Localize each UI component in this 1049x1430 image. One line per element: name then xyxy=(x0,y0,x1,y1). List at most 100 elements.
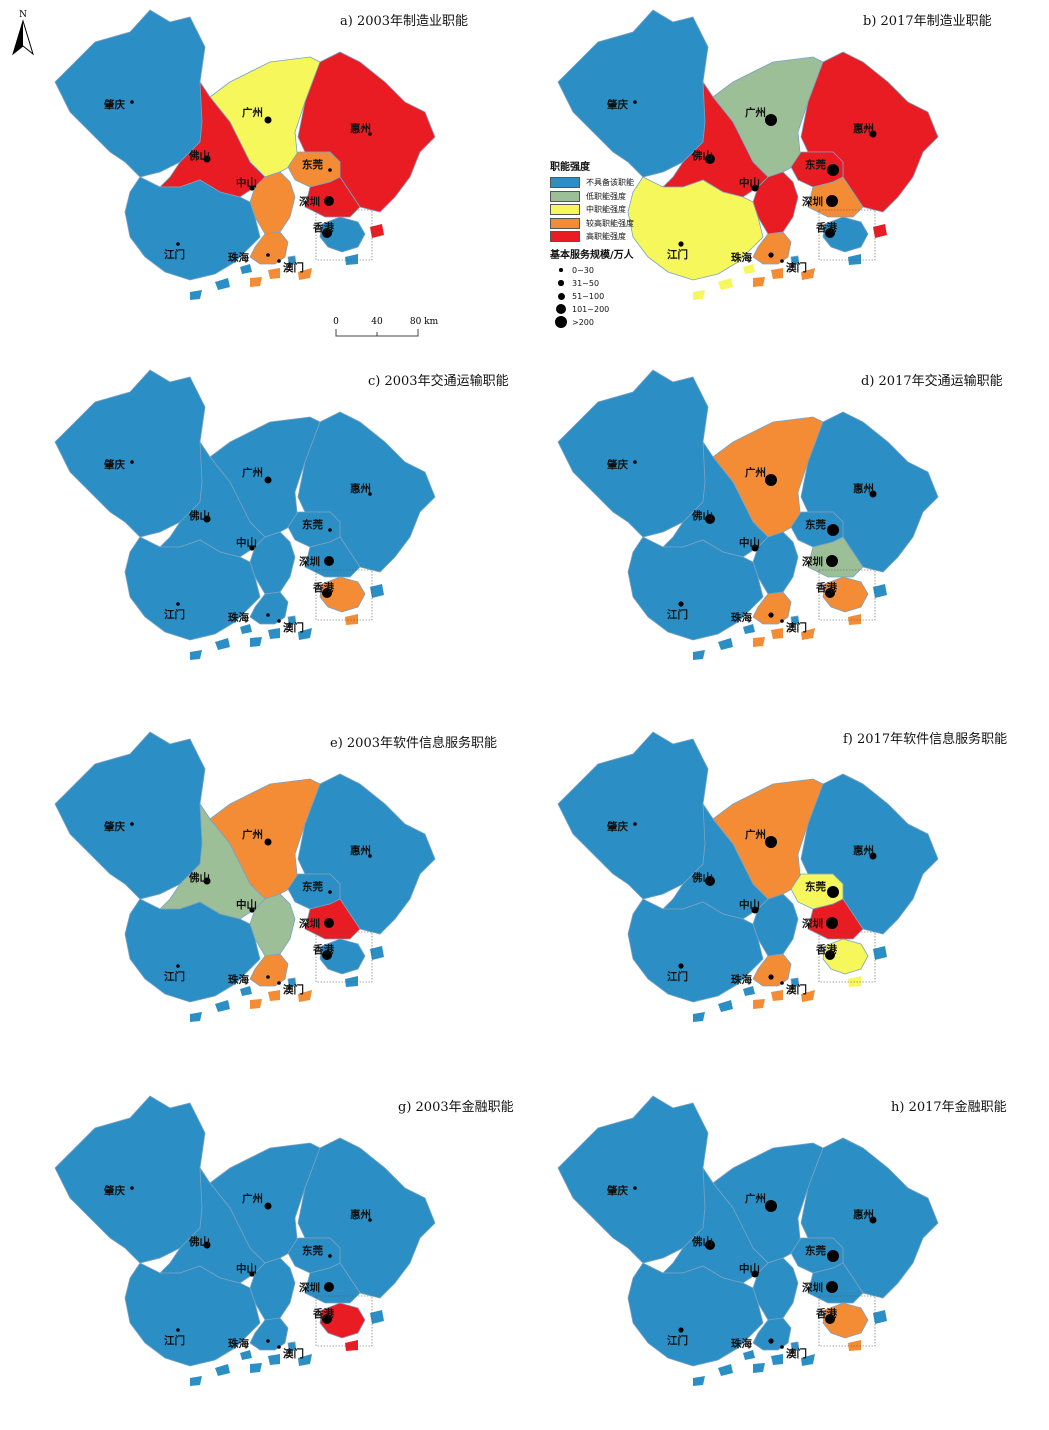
island-zhuhai xyxy=(298,628,312,640)
city-dot-hongkong xyxy=(825,228,835,238)
city-dot-shenzhen xyxy=(324,1282,334,1292)
island-jiangmen xyxy=(718,1000,733,1012)
map-panel-a: a) 2003年制造业职能 肇庆 广州 惠州 佛山 东莞 深圳 中山 江门 珠海 澳门 香港 xyxy=(40,2,490,332)
city-dot-shenzhen xyxy=(826,917,838,929)
city-label-zhuhai: 珠海 xyxy=(228,1337,249,1350)
city-dot-jiangmen xyxy=(678,241,684,247)
city-dot-dongguan xyxy=(827,1250,839,1262)
island-zhuhai xyxy=(250,277,262,287)
legend-class-0: 不具备该职能 xyxy=(550,176,690,190)
city-dot-macau xyxy=(780,981,784,985)
city-dot-jiangmen xyxy=(176,602,180,606)
city-dot-zhaoqing xyxy=(633,1186,637,1190)
legend-size-2: 51~100 xyxy=(550,290,690,303)
panel-title: g) 2003年金融职能 xyxy=(398,1100,514,1115)
city-label-zhuhai: 珠海 xyxy=(228,973,249,986)
city-dot-huizhou xyxy=(869,490,877,498)
city-label-shenzhen: 深圳 xyxy=(802,195,823,208)
region-shenzhen xyxy=(304,536,361,578)
hk-boundary xyxy=(315,931,373,983)
region-shenzhen xyxy=(304,898,361,940)
region-hongkong xyxy=(319,576,366,613)
region-zhuhai xyxy=(249,231,289,265)
city-dot-shenzhen xyxy=(324,196,334,206)
city-label-huizhou: 惠州 xyxy=(350,844,371,857)
legend-dot xyxy=(558,280,564,286)
region-jiangmen xyxy=(124,898,261,1003)
city-label-jiangmen: 江门 xyxy=(164,248,185,261)
island-zhuhai xyxy=(771,268,783,279)
panel-title: e) 2003年软件信息服务职能 xyxy=(330,736,497,751)
island-hongkong xyxy=(345,254,358,265)
city-label-zhaoqing: 肇庆 xyxy=(606,458,628,471)
city-dot-macau xyxy=(277,1345,281,1349)
city-label-shenzhen: 深圳 xyxy=(299,195,320,208)
city-dot-dongguan xyxy=(328,1254,332,1258)
hk-boundary xyxy=(315,1295,373,1347)
city-dot-huizhou xyxy=(368,854,372,858)
city-label-zhongshan: 中山 xyxy=(739,898,760,911)
legend-swatch xyxy=(550,177,580,189)
city-label-macau: 澳门 xyxy=(786,983,807,996)
island-zhuhai xyxy=(753,277,765,287)
legend-size-label: >200 xyxy=(572,317,594,327)
island-zhuhai xyxy=(801,1354,815,1366)
legend-class-4: 高职能强度 xyxy=(550,230,690,244)
region-zhuhai xyxy=(249,591,289,625)
island-zhuhai xyxy=(801,990,815,1002)
city-label-shenzhen: 深圳 xyxy=(299,1281,320,1294)
city-dot-guangzhou xyxy=(765,474,777,486)
island-jiangmen xyxy=(240,264,252,274)
region-macau xyxy=(287,615,297,626)
island-hongkong xyxy=(848,1340,861,1351)
island-jiangmen xyxy=(693,1376,705,1386)
island-zhuhai xyxy=(753,1363,765,1373)
city-label-zhongshan: 中山 xyxy=(236,1262,257,1275)
island-jiangmen xyxy=(215,1364,230,1376)
island-huizhou xyxy=(873,1310,887,1324)
city-label-hongkong: 香港 xyxy=(815,221,837,234)
city-dot-guangzhou xyxy=(765,114,777,126)
city-dot-hongkong xyxy=(322,228,332,238)
city-dot-hongkong xyxy=(322,588,332,598)
island-zhuhai xyxy=(753,999,765,1009)
city-dot-foshan xyxy=(203,155,211,163)
city-label-guangzhou: 广州 xyxy=(745,106,766,119)
city-label-jiangmen: 江门 xyxy=(667,608,688,621)
city-label-jiangmen: 江门 xyxy=(667,1334,688,1347)
island-jiangmen xyxy=(215,1000,230,1012)
island-hongkong xyxy=(848,976,861,987)
city-label-zhaoqing: 肇庆 xyxy=(103,98,125,111)
island-jiangmen xyxy=(693,650,705,660)
city-label-dongguan: 东莞 xyxy=(805,158,826,171)
city-dot-dongguan xyxy=(328,528,332,532)
city-dot-zhuhai xyxy=(266,975,270,979)
city-label-foshan: 佛山 xyxy=(188,871,210,884)
city-dot-zhuhai xyxy=(768,612,774,618)
city-dot-huizhou xyxy=(869,130,877,138)
city-label-dongguan: 东莞 xyxy=(805,518,826,531)
region-shenzhen xyxy=(304,176,361,218)
island-jiangmen xyxy=(743,1350,755,1360)
city-label-zhuhai: 珠海 xyxy=(228,251,249,264)
city-dot-foshan xyxy=(705,514,715,524)
city-label-zhaoqing: 肇庆 xyxy=(606,1184,628,1197)
city-label-zhuhai: 珠海 xyxy=(731,1337,752,1350)
island-zhuhai xyxy=(298,1354,312,1366)
island-hongkong xyxy=(848,254,861,265)
region-macau xyxy=(287,1341,297,1352)
city-dot-jiangmen xyxy=(678,963,684,969)
region-macau xyxy=(790,977,800,988)
city-label-dongguan: 东莞 xyxy=(302,1244,323,1257)
region-hongkong xyxy=(822,938,869,975)
city-dot-foshan xyxy=(705,1240,715,1250)
region-shenzhen xyxy=(304,1262,361,1304)
city-dot-foshan xyxy=(203,515,211,523)
city-dot-jiangmen xyxy=(678,601,684,607)
island-hongkong xyxy=(345,976,358,987)
region-macau xyxy=(287,977,297,988)
city-label-foshan: 佛山 xyxy=(188,1235,210,1248)
